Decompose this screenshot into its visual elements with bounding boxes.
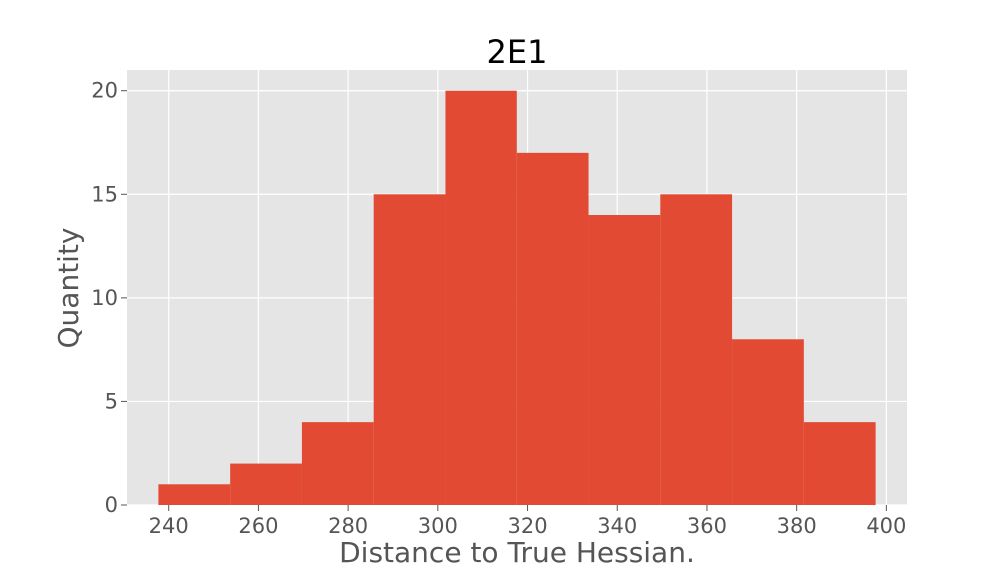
x-tick-label: 340	[597, 514, 637, 538]
x-tick-label: 280	[328, 514, 368, 538]
x-axis-ticks: 240 260 280 300 320 340 360 380 400	[149, 505, 906, 538]
histogram-bar	[230, 463, 302, 505]
x-tick-label: 300	[418, 514, 458, 538]
x-tick-label: 240	[149, 514, 189, 538]
histogram-bar	[301, 422, 374, 505]
x-tick-label: 400	[866, 514, 906, 538]
y-tick-label: 10	[91, 286, 118, 310]
histogram-bar	[516, 152, 589, 505]
x-tick-label: 360	[687, 514, 727, 538]
bars	[158, 90, 876, 506]
y-tick-label: 0	[105, 493, 118, 517]
histogram-bar	[732, 339, 804, 505]
y-axis-ticks: 0 5 10 15 20	[91, 79, 127, 517]
x-tick-label: 380	[777, 514, 817, 538]
x-tick-label: 260	[238, 514, 278, 538]
chart-title: 2E1	[487, 33, 548, 71]
y-tick-label: 15	[91, 182, 118, 206]
histogram-bar	[588, 215, 661, 505]
histogram-bar	[373, 194, 446, 506]
y-tick-label: 5	[105, 389, 118, 413]
histogram-bar	[660, 194, 733, 506]
x-axis-label: Distance to True Hessian.	[339, 536, 695, 569]
histogram-bar	[445, 90, 517, 505]
histogram-bar	[803, 422, 876, 505]
y-axis-label: Quantity	[52, 228, 85, 349]
x-tick-label: 320	[507, 514, 547, 538]
histogram-bar	[158, 484, 231, 505]
y-tick-label: 20	[91, 79, 118, 103]
